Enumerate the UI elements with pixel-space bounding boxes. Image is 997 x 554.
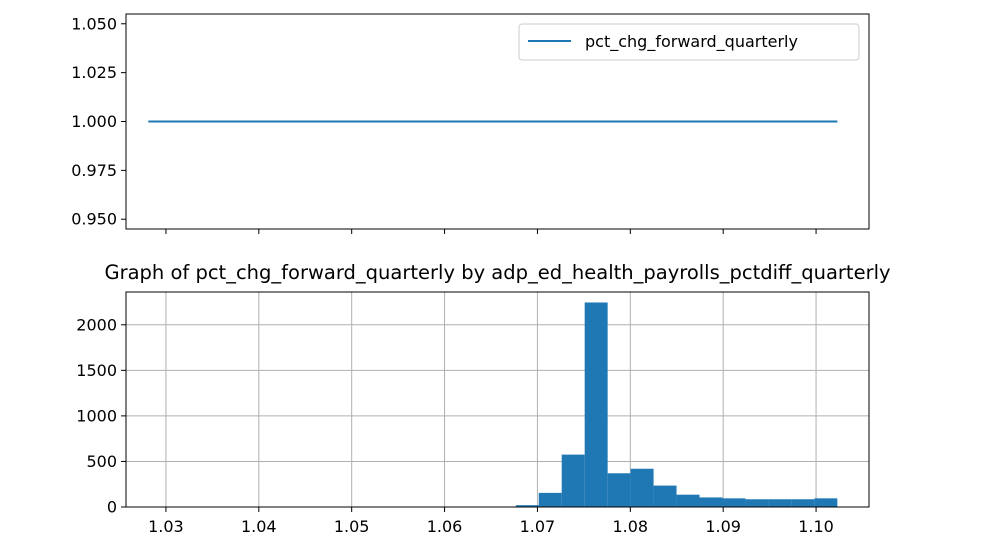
bottom-x-tick-label: 1.07 [520,517,556,536]
top-y-axis: 0.950 0.975 1.000 1.025 1.050 [71,14,126,229]
bottom-x-tick-label: 1.03 [148,517,184,536]
bottom-grid [126,292,869,508]
histogram-bar [768,499,792,507]
histogram-bar [515,505,539,507]
histogram-bar [745,499,769,507]
bottom-y-tick-label: 2000 [76,315,117,334]
top-subplot: 0.950 0.975 1.000 1.025 1.050 pct_chg_forwar… [71,13,870,234]
histogram-bar [791,499,815,507]
histogram-bar [814,498,838,507]
top-x-axis [165,229,817,234]
bottom-x-tick-label: 1.05 [334,517,370,536]
bottom-plot-frame [125,291,870,508]
bottom-x-tick-label: 1.10 [798,517,834,536]
bottom-x-tick-label: 1.09 [705,517,741,536]
bottom-x-tick-label: 1.04 [241,517,277,536]
histogram-bar [699,497,723,507]
bottom-x-tick-label: 1.06 [427,517,463,536]
bottom-x-axis: 1.03 1.04 1.05 1.06 1.07 1.08 1.09 1.10 [148,507,834,536]
bottom-y-tick-label: 1000 [76,406,117,425]
histogram-bar [584,302,608,507]
histogram-title: Graph of pct_chg_forward_quarterly by ad… [104,261,890,284]
histogram-bar [630,468,654,507]
top-y-tick-label: 1.000 [71,112,117,131]
histogram-bar [722,498,746,507]
top-y-tick-label: 1.025 [71,63,117,82]
top-y-tick-label: 0.975 [71,161,117,180]
bottom-y-tick-label: 1500 [76,361,117,380]
bottom-y-axis: 0 500 1000 1500 2000 [76,315,126,517]
histogram-bars [148,302,838,507]
legend-label: pct_chg_forward_quarterly [585,32,798,52]
histogram-bar [676,494,700,507]
top-y-tick-label: 0.950 [71,210,117,229]
bottom-subplot: Graph of pct_chg_forward_quarterly by ad… [76,261,890,536]
histogram-bar [607,473,631,507]
bottom-y-tick-label: 0 [107,498,117,517]
legend-box [518,23,860,61]
histogram-bar [561,454,585,507]
histogram-bar [538,492,562,507]
histogram-bar [653,485,677,507]
bottom-y-tick-label: 500 [86,452,117,471]
legend: pct_chg_forward_quarterly [518,23,860,61]
bottom-x-tick-label: 1.08 [612,517,648,536]
top-y-tick-label: 1.050 [71,14,117,33]
